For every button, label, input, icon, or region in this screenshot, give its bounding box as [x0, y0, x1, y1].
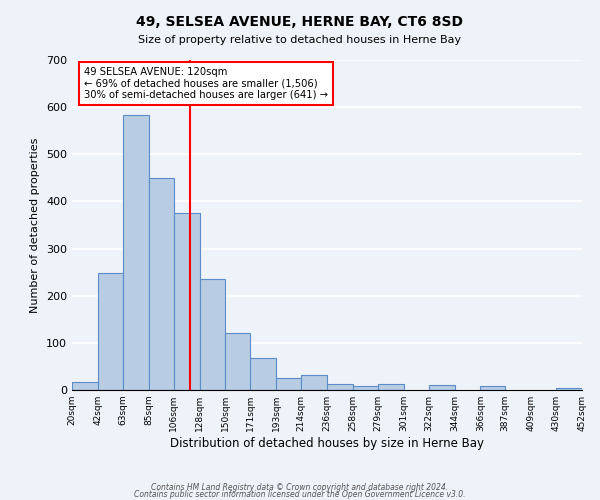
Text: Size of property relative to detached houses in Herne Bay: Size of property relative to detached ho…: [139, 35, 461, 45]
Bar: [301, 376, 327, 390]
Bar: [353, 386, 378, 390]
Bar: [98, 273, 123, 390]
Bar: [226, 334, 250, 390]
Y-axis label: Number of detached properties: Number of detached properties: [31, 138, 40, 312]
Bar: [250, 358, 276, 390]
Bar: [173, 213, 199, 390]
X-axis label: Distribution of detached houses by size in Herne Bay: Distribution of detached houses by size …: [170, 437, 484, 450]
Text: 49, SELSEA AVENUE, HERNE BAY, CT6 8SD: 49, SELSEA AVENUE, HERNE BAY, CT6 8SD: [137, 15, 464, 29]
Bar: [378, 384, 404, 390]
Bar: [327, 384, 353, 390]
Text: Contains public sector information licensed under the Open Government Licence v3: Contains public sector information licen…: [134, 490, 466, 499]
Bar: [72, 382, 98, 390]
Text: 49 SELSEA AVENUE: 120sqm
← 69% of detached houses are smaller (1,506)
30% of sem: 49 SELSEA AVENUE: 120sqm ← 69% of detach…: [84, 67, 328, 100]
Bar: [276, 378, 301, 390]
Bar: [428, 386, 455, 390]
Bar: [481, 386, 505, 390]
Bar: [199, 279, 226, 390]
Bar: [149, 178, 173, 390]
Bar: [123, 115, 149, 390]
Text: Contains HM Land Registry data © Crown copyright and database right 2024.: Contains HM Land Registry data © Crown c…: [151, 484, 449, 492]
Bar: [556, 388, 582, 390]
